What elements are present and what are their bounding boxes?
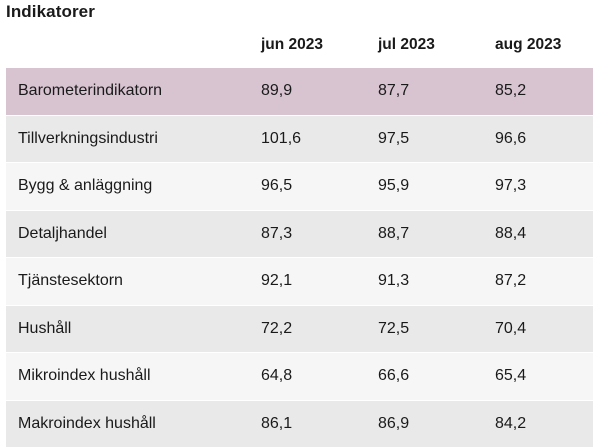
row-value-aug: 70,4	[483, 320, 593, 338]
row-label: Tjänstesektorn	[6, 272, 249, 290]
header-aug-2023: aug 2023	[483, 36, 593, 54]
row-value-aug: 65,4	[483, 367, 593, 385]
table-row-mikroindex-hushall: Mikroindex hushåll 64,8 66,6 65,4	[6, 353, 593, 401]
row-value-aug: 88,4	[483, 225, 593, 243]
table-row-detaljhandel: Detaljhandel 87,3 88,7 88,4	[6, 211, 593, 259]
table-header: jun 2023 jul 2023 aug 2023	[6, 22, 593, 68]
row-value-aug: 97,3	[483, 177, 593, 195]
table-row-tillverkningsindustri: Tillverkningsindustri 101,6 97,5 96,6	[6, 116, 593, 164]
row-value-jul: 86,9	[366, 415, 483, 433]
row-value-jun: 86,1	[249, 415, 366, 433]
row-value-jun: 87,3	[249, 225, 366, 243]
row-label: Makroindex hushåll	[6, 415, 249, 433]
header-jun-2023: jun 2023	[249, 36, 366, 54]
row-value-jul: 87,7	[366, 82, 483, 100]
row-value-aug: 96,6	[483, 130, 593, 148]
row-value-jun: 96,5	[249, 177, 366, 195]
table-row-tjanstesektorn: Tjänstesektorn 92,1 91,3 87,2	[6, 258, 593, 306]
row-value-aug: 84,2	[483, 415, 593, 433]
row-value-jun: 89,9	[249, 82, 366, 100]
row-value-jul: 97,5	[366, 130, 483, 148]
row-value-aug: 87,2	[483, 272, 593, 290]
table-row-bygg-anlaggning: Bygg & anläggning 96,5 95,9 97,3	[6, 163, 593, 211]
row-value-jul: 95,9	[366, 177, 483, 195]
row-value-jul: 88,7	[366, 225, 483, 243]
row-label: Tillverkningsindustri	[6, 130, 249, 148]
row-value-jun: 64,8	[249, 367, 366, 385]
row-value-jun: 92,1	[249, 272, 366, 290]
table-row-barometerindikatorn: Barometerindikatorn 89,9 87,7 85,2	[6, 68, 593, 116]
row-value-jul: 66,6	[366, 367, 483, 385]
row-value-jul: 91,3	[366, 272, 483, 290]
header-jul-2023: jul 2023	[366, 36, 483, 54]
row-value-jun: 72,2	[249, 320, 366, 338]
row-value-jul: 72,5	[366, 320, 483, 338]
row-label: Hushåll	[6, 320, 249, 338]
row-label: Bygg & anläggning	[6, 177, 249, 195]
row-value-aug: 85,2	[483, 82, 593, 100]
row-value-jun: 101,6	[249, 130, 366, 148]
row-label: Barometerindikatorn	[6, 82, 249, 100]
row-label: Detaljhandel	[6, 225, 249, 243]
indicator-table: jun 2023 jul 2023 aug 2023 Barometerindi…	[6, 22, 593, 448]
table-row-makroindex-hushall: Makroindex hushåll 86,1 86,9 84,2	[6, 401, 593, 448]
page-title: Indikatorer	[6, 2, 95, 22]
row-label: Mikroindex hushåll	[6, 367, 249, 385]
table-row-hushall: Hushåll 72,2 72,5 70,4	[6, 306, 593, 354]
